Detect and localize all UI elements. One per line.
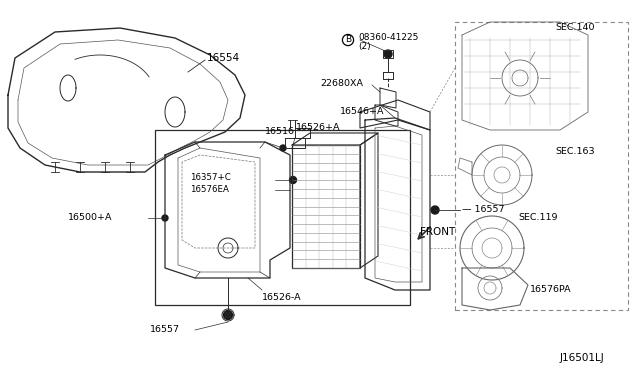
Text: 16526-A: 16526-A xyxy=(262,294,301,302)
Bar xyxy=(155,130,410,305)
Text: 16500+A: 16500+A xyxy=(68,214,113,222)
Polygon shape xyxy=(289,176,296,183)
Text: 16357+C: 16357+C xyxy=(190,173,231,183)
Polygon shape xyxy=(280,145,286,151)
Text: 16516: 16516 xyxy=(265,128,295,137)
Bar xyxy=(455,22,628,310)
Text: SEC.163: SEC.163 xyxy=(555,148,595,157)
Text: J16501LJ: J16501LJ xyxy=(560,353,605,363)
Polygon shape xyxy=(162,215,168,221)
Text: 22680XA: 22680XA xyxy=(320,78,363,87)
Polygon shape xyxy=(431,206,439,214)
Text: SEC.119: SEC.119 xyxy=(518,214,557,222)
Text: SEC.140: SEC.140 xyxy=(555,23,595,32)
Text: 16576EA: 16576EA xyxy=(190,186,229,195)
Text: 16557: 16557 xyxy=(150,326,180,334)
Text: — 16557: — 16557 xyxy=(462,205,504,215)
Text: FRONT: FRONT xyxy=(420,227,455,237)
Text: 08360-41225: 08360-41225 xyxy=(358,33,419,42)
Text: B: B xyxy=(345,35,351,45)
Polygon shape xyxy=(223,311,232,320)
Text: (2): (2) xyxy=(358,42,371,51)
Text: 16546+A: 16546+A xyxy=(340,108,385,116)
Text: 16576PA: 16576PA xyxy=(530,285,572,295)
Polygon shape xyxy=(384,50,392,58)
Text: 16526+A: 16526+A xyxy=(296,124,340,132)
Text: 16554: 16554 xyxy=(207,53,240,63)
